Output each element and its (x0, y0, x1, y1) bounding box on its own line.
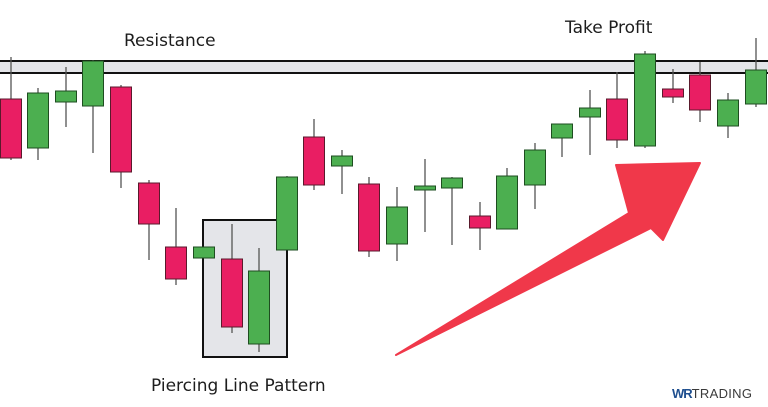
candle-bull (276, 176, 298, 251)
candle-bull (441, 177, 463, 245)
candle-bull (551, 123, 573, 157)
candle-bull (717, 93, 739, 138)
candle-bear (0, 57, 22, 160)
candle-bull (386, 187, 408, 261)
candle-bear (110, 85, 132, 188)
candle-bull (27, 88, 49, 160)
candle-bull (82, 60, 104, 153)
candle-bear (138, 180, 160, 260)
candle-bull (331, 150, 353, 194)
candle-bear (303, 119, 325, 190)
wr-trading-logo: WRTRADING (672, 386, 752, 401)
candle-bear (358, 177, 380, 257)
candle-bull (248, 248, 270, 352)
candle-bear (165, 208, 187, 285)
candle-bull (524, 143, 546, 209)
candle-bull (745, 38, 767, 107)
pattern-highlight-box (202, 219, 288, 358)
candles (0, 38, 767, 352)
candle-bull (414, 159, 436, 232)
candle-bear (221, 224, 243, 333)
candle-bear (469, 202, 491, 250)
candle-bear (689, 62, 711, 122)
logo-brand: WR (672, 386, 693, 401)
candle-bull (634, 51, 656, 148)
resistance-label: Resistance (124, 31, 216, 51)
candle-bear (606, 72, 628, 148)
uptrend-arrow-icon (395, 162, 701, 356)
candle-bear (662, 69, 684, 103)
take-profit-label: Take Profit (565, 18, 653, 38)
candle-bull (496, 168, 518, 230)
pattern-caption: Piercing Line Pattern (151, 376, 326, 396)
candle-bull (193, 246, 215, 259)
logo-suffix: TRADING (691, 386, 753, 401)
candle-bull (55, 67, 77, 127)
candle-bull (579, 90, 601, 155)
